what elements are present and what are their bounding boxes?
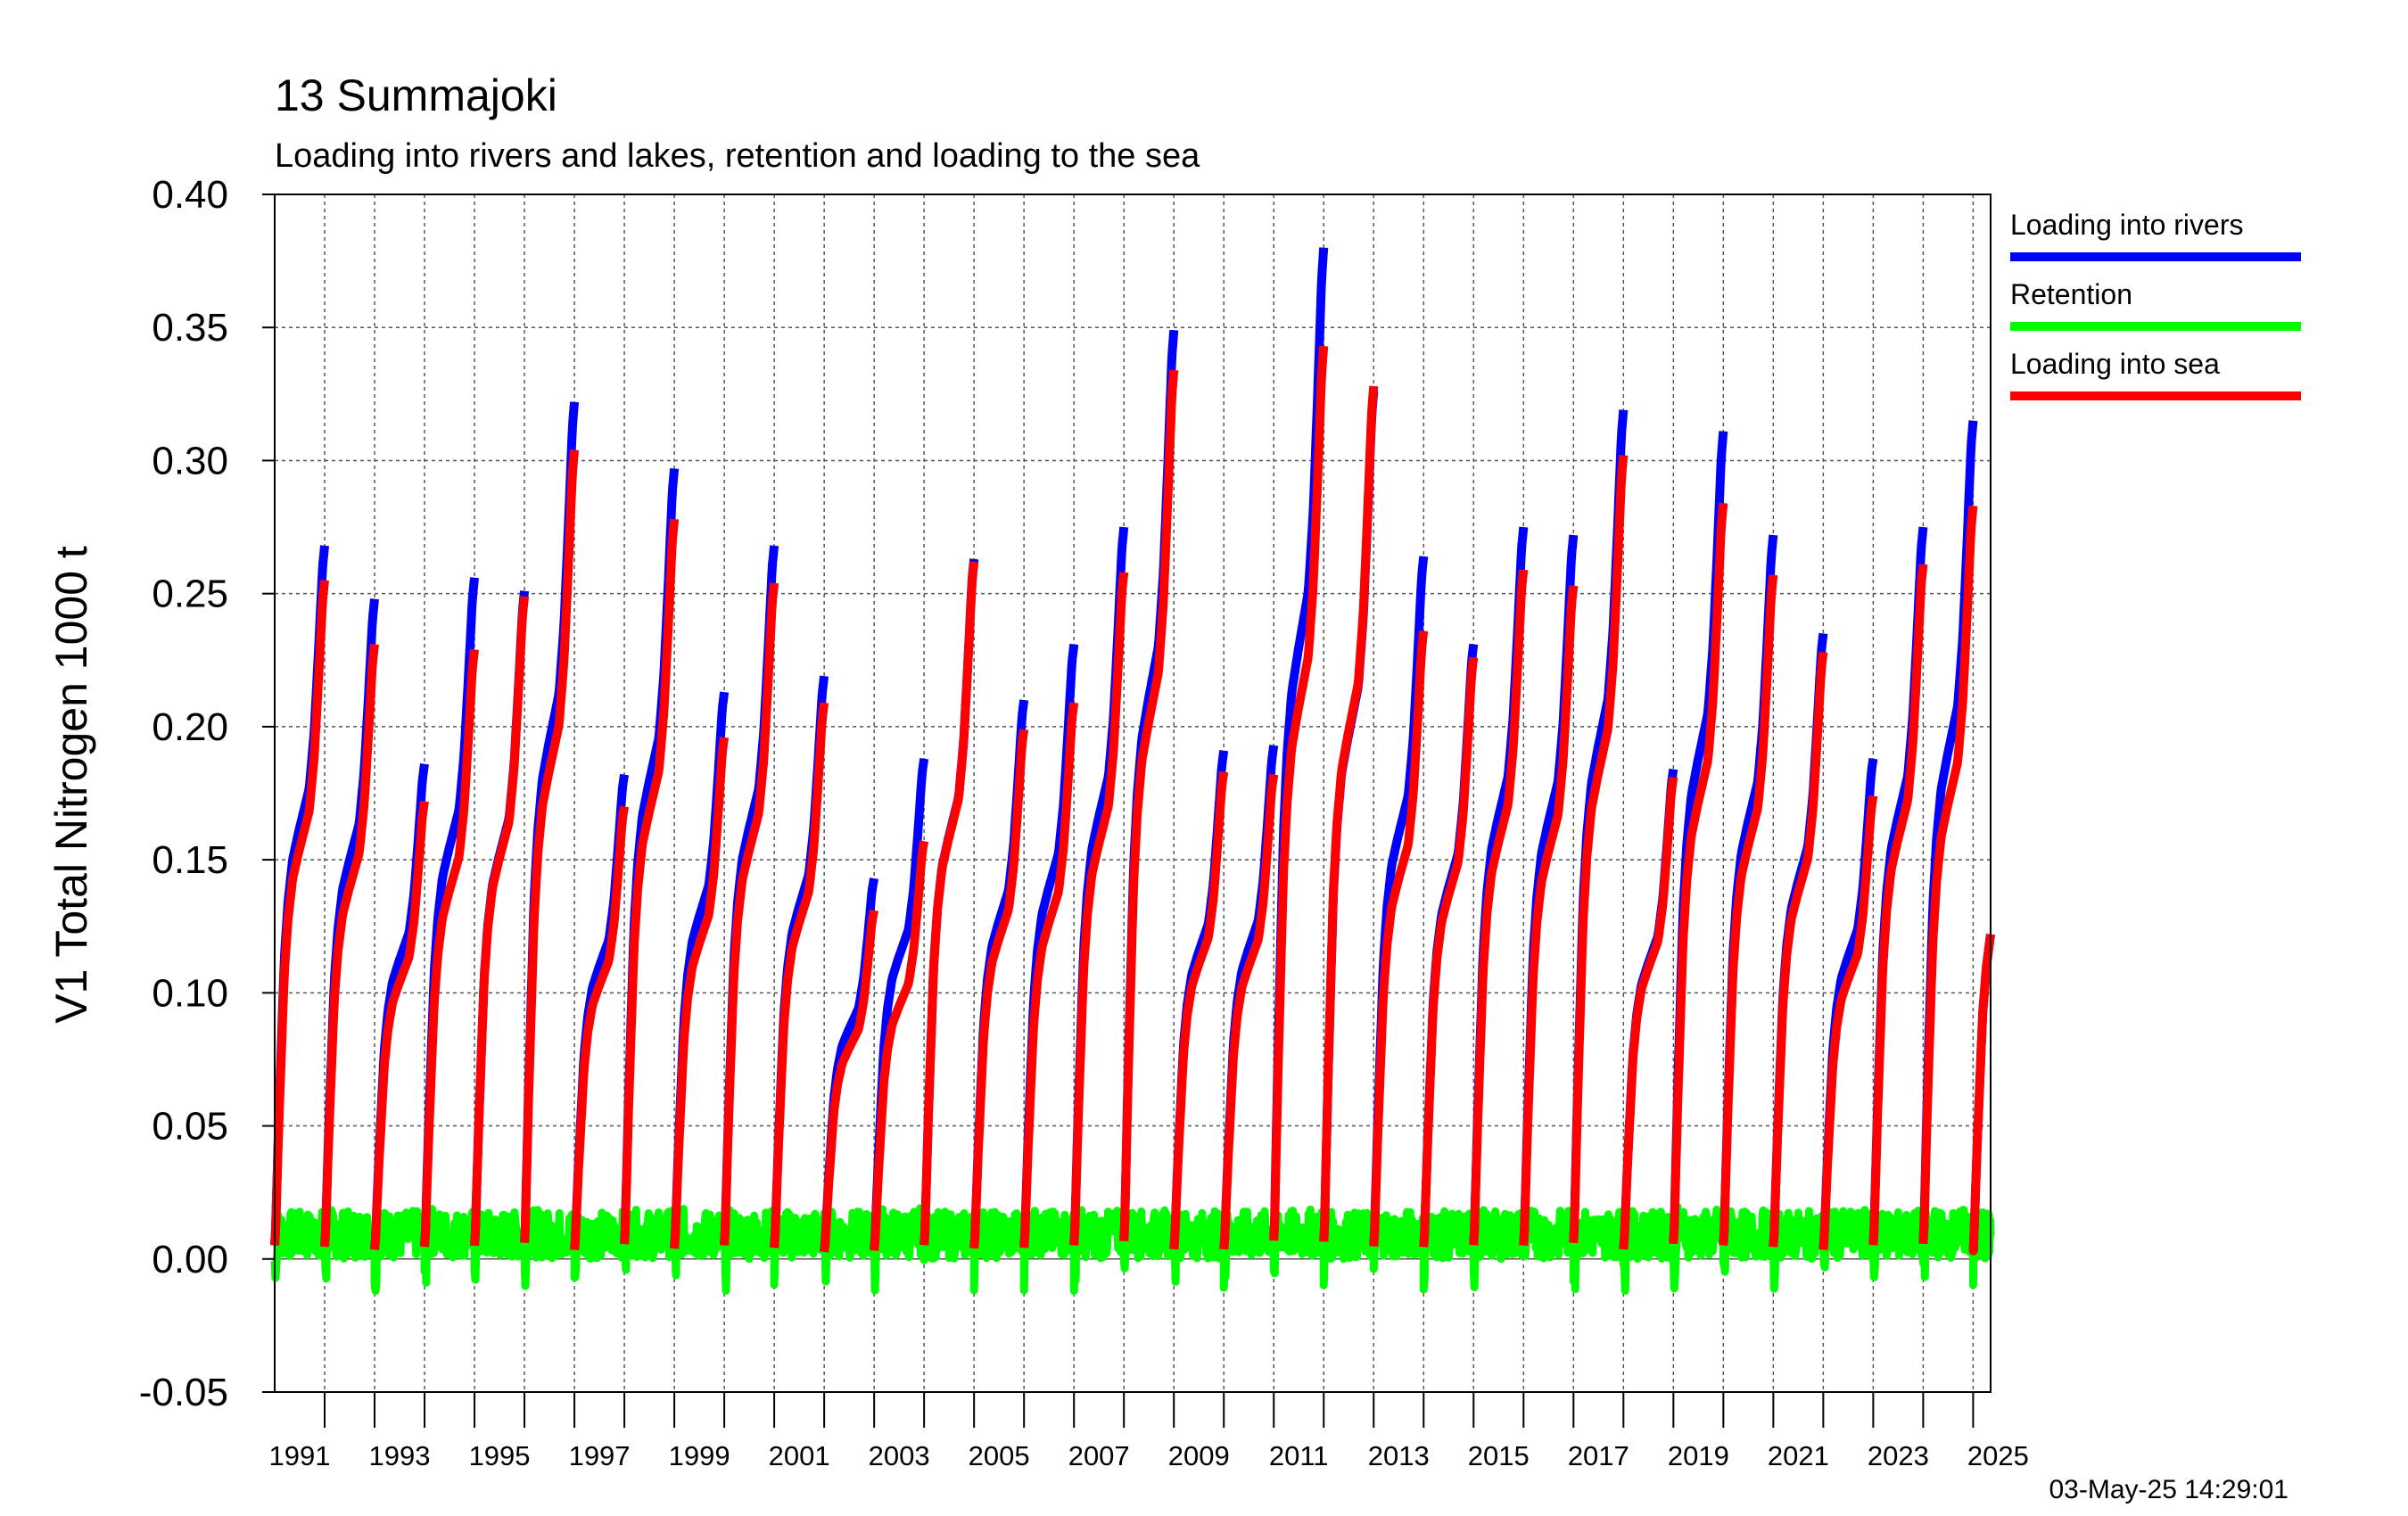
x-tick-label: 2003 (869, 1440, 930, 1471)
x-tick-label: 1995 (469, 1440, 531, 1471)
legend-label: Retention (2010, 278, 2132, 310)
x-tick-label: 2001 (769, 1440, 830, 1471)
y-tick-label: 0.15 (152, 838, 228, 882)
x-tick-label: 1999 (669, 1440, 730, 1471)
x-tick-label: 2017 (1568, 1440, 1629, 1471)
y-tick-label: 0.30 (152, 439, 228, 482)
x-tick-label: 2013 (1368, 1440, 1430, 1471)
x-tick-label: 2021 (1768, 1440, 1829, 1471)
x-tick-label: 2023 (1868, 1440, 1929, 1471)
x-tick-label: 1997 (569, 1440, 631, 1471)
x-tick-label: 2009 (1168, 1440, 1230, 1471)
plot-area (270, 247, 1995, 1295)
timestamp: 03-May-25 14:29:01 (2049, 1475, 2288, 1504)
axes: 0.40 0.35 0.30 0.25 0.20 0.15 0.10 0.05 0.00 -0.0… (139, 173, 2029, 1471)
y-tick-label: 0.05 (152, 1105, 228, 1149)
y-tick-label: 0.00 (152, 1238, 228, 1281)
legend: Loading into rivers Retention Loading into… (2010, 209, 2301, 400)
x-tick-label: 1991 (269, 1440, 331, 1471)
y-tick-label: 0.20 (152, 705, 228, 749)
y-tick-label: 0.35 (152, 306, 228, 350)
x-tick-label: 2019 (1668, 1440, 1729, 1471)
legend-label: Loading into sea (2010, 348, 2220, 380)
x-tick-label: 2007 (1068, 1440, 1130, 1471)
x-tick-label: 2005 (969, 1440, 1030, 1471)
y-axis-label: V1 Total Nitrogen 1000 t (46, 546, 96, 1024)
series-line-loading-into-sea (270, 345, 1995, 1256)
y-tick-label: 0.40 (152, 173, 228, 217)
chart-title: 13 Summajoki (275, 70, 557, 120)
chart-subtitle: Loading into rivers and lakes, retention… (275, 137, 1200, 175)
y-tick-label: 0.10 (152, 971, 228, 1015)
x-tick-label: 2011 (1269, 1440, 1329, 1471)
series-line-retention (270, 1202, 1995, 1295)
x-tick-label: 2025 (1967, 1440, 2029, 1471)
plot-frame (274, 194, 1992, 1393)
y-tick-label: -0.05 (139, 1371, 228, 1414)
x-tick-label: 2015 (1468, 1440, 1530, 1471)
legend-label: Loading into rivers (2010, 209, 2243, 241)
x-tick-label: 1993 (369, 1440, 431, 1471)
y-tick-label: 0.25 (152, 573, 228, 616)
